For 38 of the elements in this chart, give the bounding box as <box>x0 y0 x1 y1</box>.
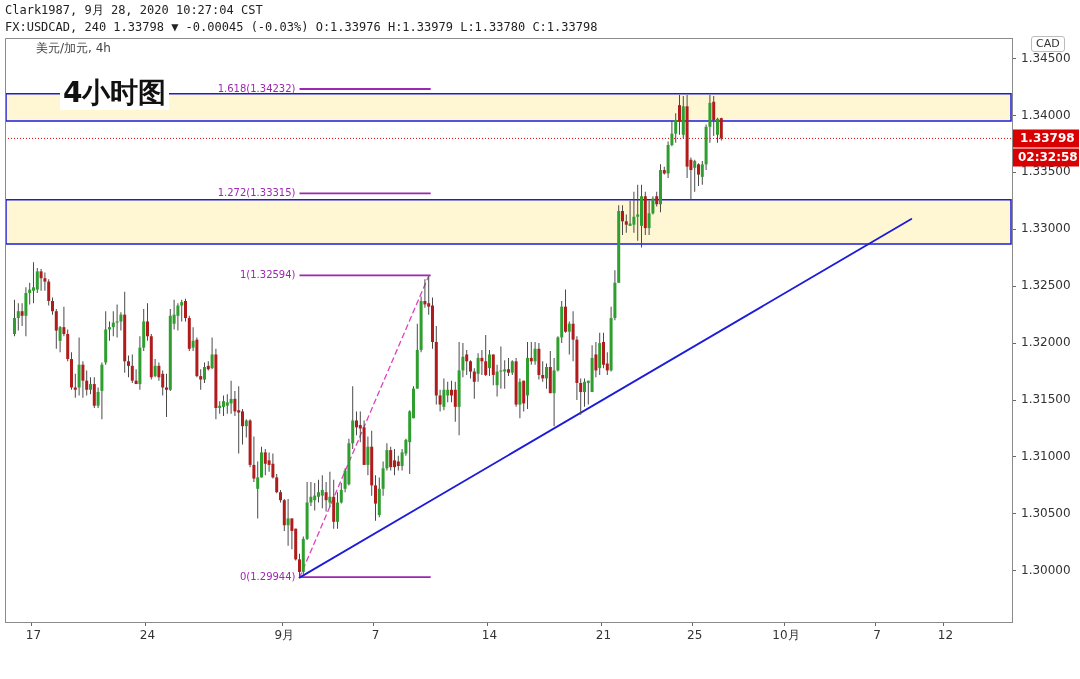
y-tick-label: 1.30000 <box>1021 562 1071 577</box>
y-tick-label: 1.34000 <box>1021 107 1071 122</box>
candlestick <box>115 304 119 338</box>
y-tick-label: 1.34500 <box>1021 50 1071 65</box>
candlestick <box>503 360 507 389</box>
text: 02:32:58 <box>1018 150 1078 165</box>
x-tick-label: 17 <box>25 628 42 643</box>
x-tick-label: 14 <box>481 628 498 643</box>
candlestick <box>165 373 168 418</box>
x-tick-label: 24 <box>139 628 156 643</box>
y-tick-label: 1.32500 <box>1021 278 1071 293</box>
x-tick-label: 12 <box>937 628 954 643</box>
candlestick <box>541 361 545 382</box>
candlestick <box>32 262 35 304</box>
y-tick-label: 1.30500 <box>1021 505 1071 520</box>
x-tick-label: 7 <box>371 628 380 643</box>
ref-line-label: 0(1.29944) <box>239 570 296 582</box>
y-tick-label: 1.33000 <box>1021 221 1071 236</box>
y-tick-label: 1.33500 <box>1021 164 1071 179</box>
text: 4小时图 <box>60 76 170 110</box>
candlestick <box>636 184 640 241</box>
candlestick <box>423 279 427 308</box>
x-tick-label: 10月 <box>772 628 800 643</box>
x-tick-label: 25 <box>687 628 703 643</box>
ref-line-label: 1(1.32594) <box>239 269 296 281</box>
x-tick-label: 7 <box>873 628 881 643</box>
ref-line-label: 1.618(1.34232) <box>217 82 296 94</box>
y-tick-label: 1.31000 <box>1021 449 1071 464</box>
text: Clark1987, 9月 28, 2020 10:27:04 CST <box>5 3 263 17</box>
x-tick-label: 9月 <box>274 628 295 643</box>
x-tick-label: 21 <box>595 628 612 643</box>
annotation: 美元/加元, 4h <box>36 41 111 55</box>
text: FX:USDCAD, 240 1.33798 ▼ -0.00045 (-0.03%) O:1.33976 H:1.33979 L:1.33780 C:1.33798 <box>5 20 598 34</box>
y-tick-label: 1.31500 <box>1021 392 1071 407</box>
y-axis-title: CAD <box>1031 36 1065 52</box>
y-tick-label: 1.32000 <box>1021 335 1071 350</box>
ref-line-label: 1.272(1.33315) <box>217 186 296 198</box>
ref-line-label: 1.33798 <box>1020 131 1075 146</box>
